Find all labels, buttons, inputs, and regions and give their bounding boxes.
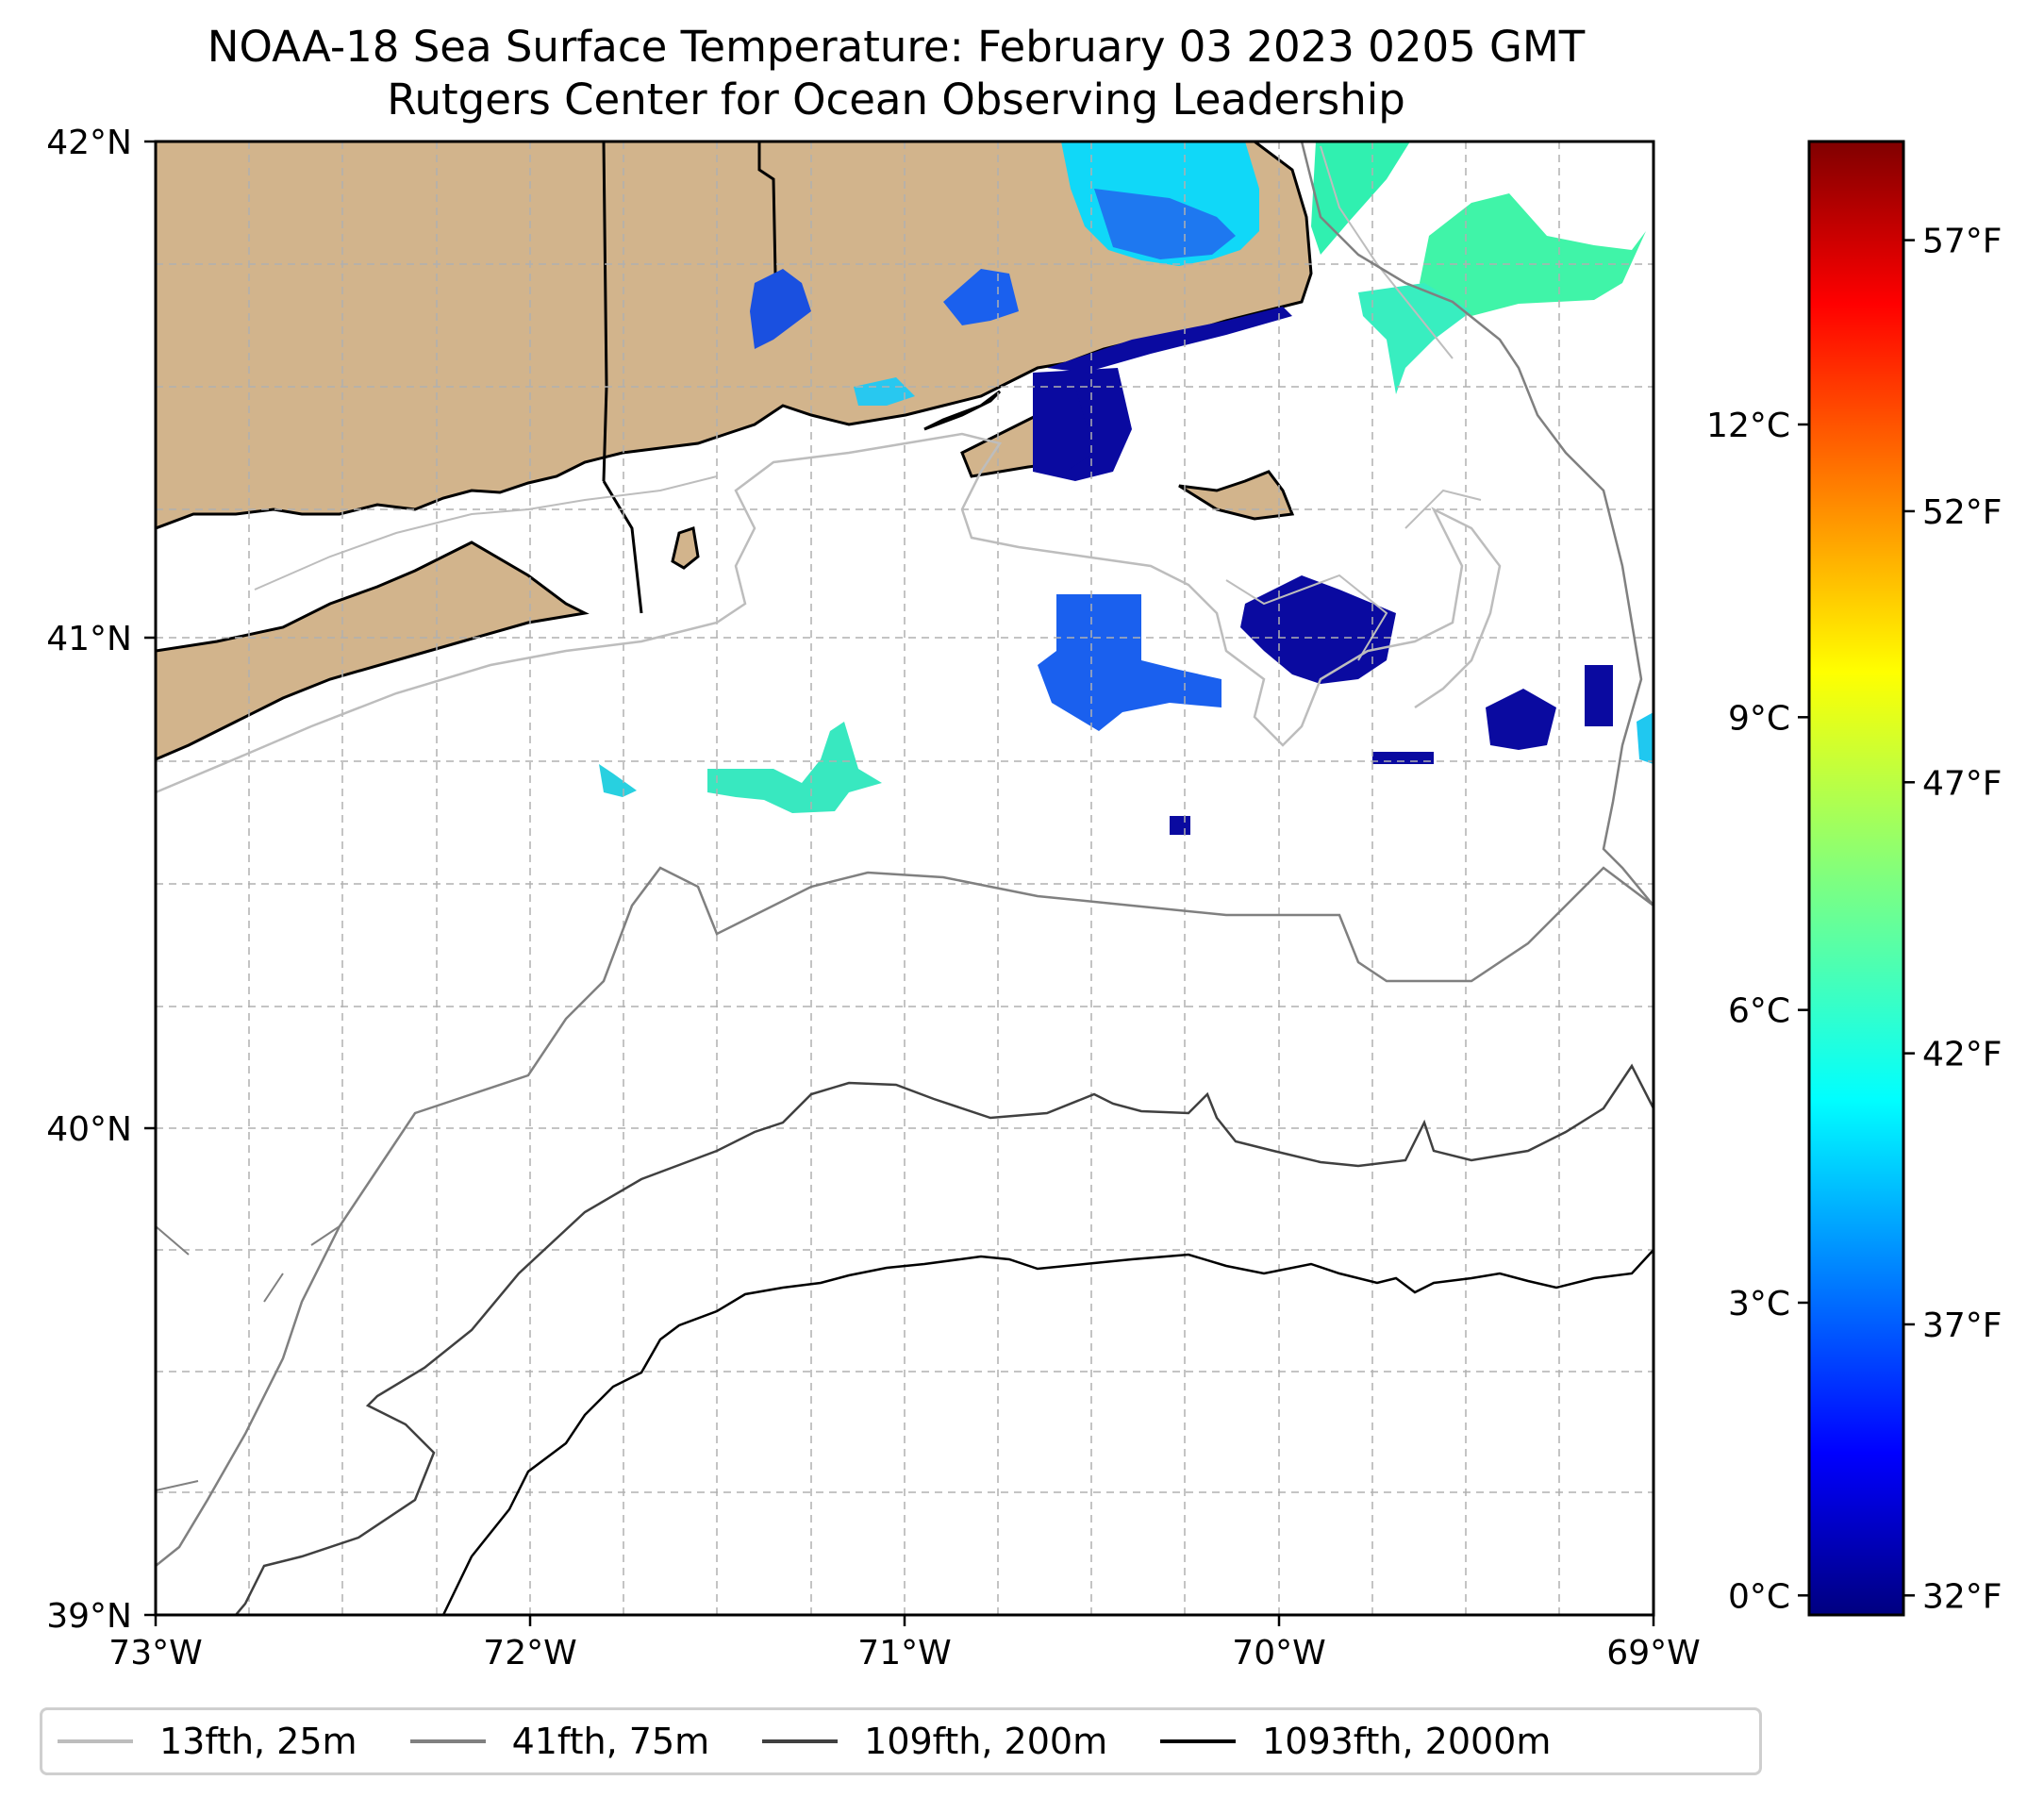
sst-patch-coast-cyan <box>854 377 915 406</box>
block-island <box>671 526 700 570</box>
sst-patch-dark-2 <box>1486 689 1556 750</box>
legend-item-200m: 109fth, 200m <box>762 1721 1107 1762</box>
sst-patch-narragansett <box>750 269 811 349</box>
colorbar-celsius-label: 6°C <box>1728 992 1790 1031</box>
colorbar-celsius-label: 12°C <box>1706 407 1790 445</box>
contour-25m-inner <box>254 145 1482 661</box>
y-tick-label: 42°N <box>46 124 132 162</box>
axis-labels: 73°W 72°W 71°W 70°W 69°W 42°N 41°N 40°N … <box>46 124 1700 1672</box>
legend-item-75m: 41fth, 75m <box>409 1721 710 1762</box>
x-tick-label: 69°W <box>1606 1634 1700 1672</box>
legend-label: 41fth, 75m <box>511 1721 710 1762</box>
sst-patches <box>599 141 1653 835</box>
legend-line-swatch <box>762 1739 839 1743</box>
colorbar-fahrenheit-label: 37°F <box>1922 1306 2002 1345</box>
colorbar <box>1807 140 1905 1617</box>
y-tick-label: 40°N <box>46 1110 132 1149</box>
legend-line-swatch <box>58 1739 133 1743</box>
contour-200m <box>235 1063 1653 1615</box>
colorbar-celsius-label: 3°C <box>1728 1285 1790 1323</box>
contour-75m <box>156 141 1653 1567</box>
legend-line-swatch <box>409 1739 486 1743</box>
y-tick-label: 39°N <box>46 1597 132 1636</box>
sst-patch-shelf-west <box>599 764 637 797</box>
sst-patch-dark-6 <box>1038 377 1094 472</box>
x-tick-label: 71°W <box>857 1634 951 1672</box>
sst-patch-south-coast <box>1047 307 1292 373</box>
nantucket <box>1178 470 1295 521</box>
colorbar-fahrenheit-label: 57°F <box>1922 223 2002 261</box>
bathymetry-contours <box>156 141 1653 1615</box>
long-island <box>156 541 590 761</box>
sst-patch-georges-2 <box>1358 283 1471 394</box>
sst-patch-cape-cod-bay-blue <box>1094 189 1236 259</box>
legend-line-swatch <box>1160 1739 1237 1743</box>
colorbar-celsius-label: 9°C <box>1728 699 1790 738</box>
gridlines <box>156 141 1653 1615</box>
x-tick-label: 72°W <box>483 1634 576 1672</box>
x-tick-label: 73°W <box>108 1634 202 1672</box>
chart-title: NOAA-18 Sea Surface Temperature: Februar… <box>207 22 1586 72</box>
sst-patch-nantucket-shoals <box>1038 594 1221 731</box>
sst-patch-buzzards <box>943 269 1019 325</box>
sst-patch-outer-cape <box>1311 141 1410 255</box>
colorbar-fahrenheit-label: 47°F <box>1922 764 2002 803</box>
x-tick-label: 70°W <box>1232 1634 1325 1672</box>
chart-subtitle: Rutgers Center for Ocean Observing Leade… <box>387 75 1405 125</box>
contour-75m-west <box>156 1225 341 1491</box>
colorbar-fahrenheit-label: 52°F <box>1922 493 2002 532</box>
contour-25m <box>156 432 1502 794</box>
colorbar-fahrenheit-label: 32°F <box>1922 1577 2002 1616</box>
legend-label: 109fth, 200m <box>864 1721 1108 1762</box>
colorbar-fahrenheit-axis: 57°F 52°F 47°F 42°F 37°F 32°F <box>1903 223 2002 1616</box>
sst-patch-dark-3 <box>1585 665 1613 726</box>
land-masses <box>156 141 1313 761</box>
contour-legend: 13fth, 25m 41fth, 75m 109fth, 200m 1093f… <box>40 1707 1762 1775</box>
sst-patch-edge <box>1637 712 1653 764</box>
sst-patch-dark-4 <box>1372 752 1434 764</box>
sst-patch-speck <box>1170 816 1190 835</box>
legend-label: 13fth, 25m <box>159 1721 357 1762</box>
elizabeth-islands <box>923 390 1002 431</box>
colorbar-celsius-label: 0°C <box>1728 1577 1790 1616</box>
contour-2000m <box>441 1249 1653 1615</box>
colorbar-fahrenheit-label: 42°F <box>1922 1036 2002 1074</box>
sst-patch-shelf-mid <box>707 722 882 813</box>
axis-ticks <box>144 140 1655 1626</box>
colorbar-celsius-axis: 12°C 9°C 6°C 3°C 0°C <box>1706 407 1809 1616</box>
legend-label: 1093fth, 2000m <box>1262 1721 1552 1762</box>
legend-item-2000m: 1093fth, 2000m <box>1160 1721 1551 1762</box>
sst-patch-georges <box>1420 193 1646 316</box>
legend-item-25m: 13fth, 25m <box>58 1721 357 1762</box>
y-tick-label: 41°N <box>46 620 132 658</box>
